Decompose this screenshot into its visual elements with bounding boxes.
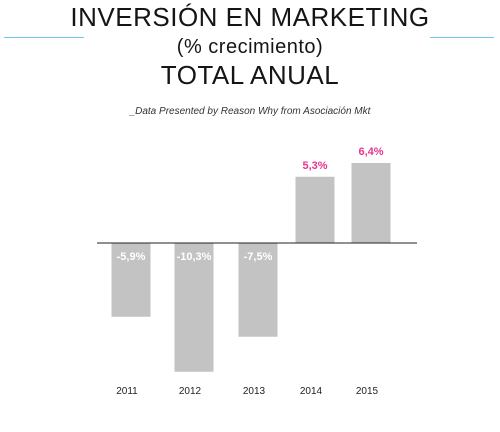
x-tick-label-2014: 2014 <box>300 386 323 397</box>
bar-2013 <box>238 243 278 337</box>
chart-title-line-3: TOTAL ANUAL <box>160 60 340 90</box>
title-left-rule <box>4 37 84 38</box>
chart-title-line-1: INVERSIÓN EN MARKETING <box>70 2 430 32</box>
x-tick-label-2011: 2011 <box>116 386 138 397</box>
data-label-2014: 5,3% <box>302 160 327 172</box>
data-label-2012: -10,3% <box>177 251 212 263</box>
bar-2011 <box>111 243 151 317</box>
source-note: _Data Presented by Reason Why from Asoci… <box>129 106 371 117</box>
labels-layer: -5,9% 2011 -10,3% 2012 -7,5% 2013 5,3% 2014 6,4%… <box>116 146 384 397</box>
x-tick-label-2012: 2012 <box>179 386 202 397</box>
title-right-rule <box>430 37 494 38</box>
bar-2012 <box>174 243 214 372</box>
data-label-2011: -5,9% <box>117 251 146 263</box>
x-tick-label-2013: 2013 <box>243 386 266 397</box>
chart-title-line-2: (% crecimiento) <box>176 36 324 58</box>
data-label-2013: -7,5% <box>244 251 273 263</box>
x-tick-label-2015: 2015 <box>356 386 379 397</box>
bars-layer <box>111 163 391 372</box>
bar-2015 <box>351 163 391 243</box>
bar-2014 <box>295 176 335 243</box>
data-label-2015: 6,4% <box>358 146 383 158</box>
